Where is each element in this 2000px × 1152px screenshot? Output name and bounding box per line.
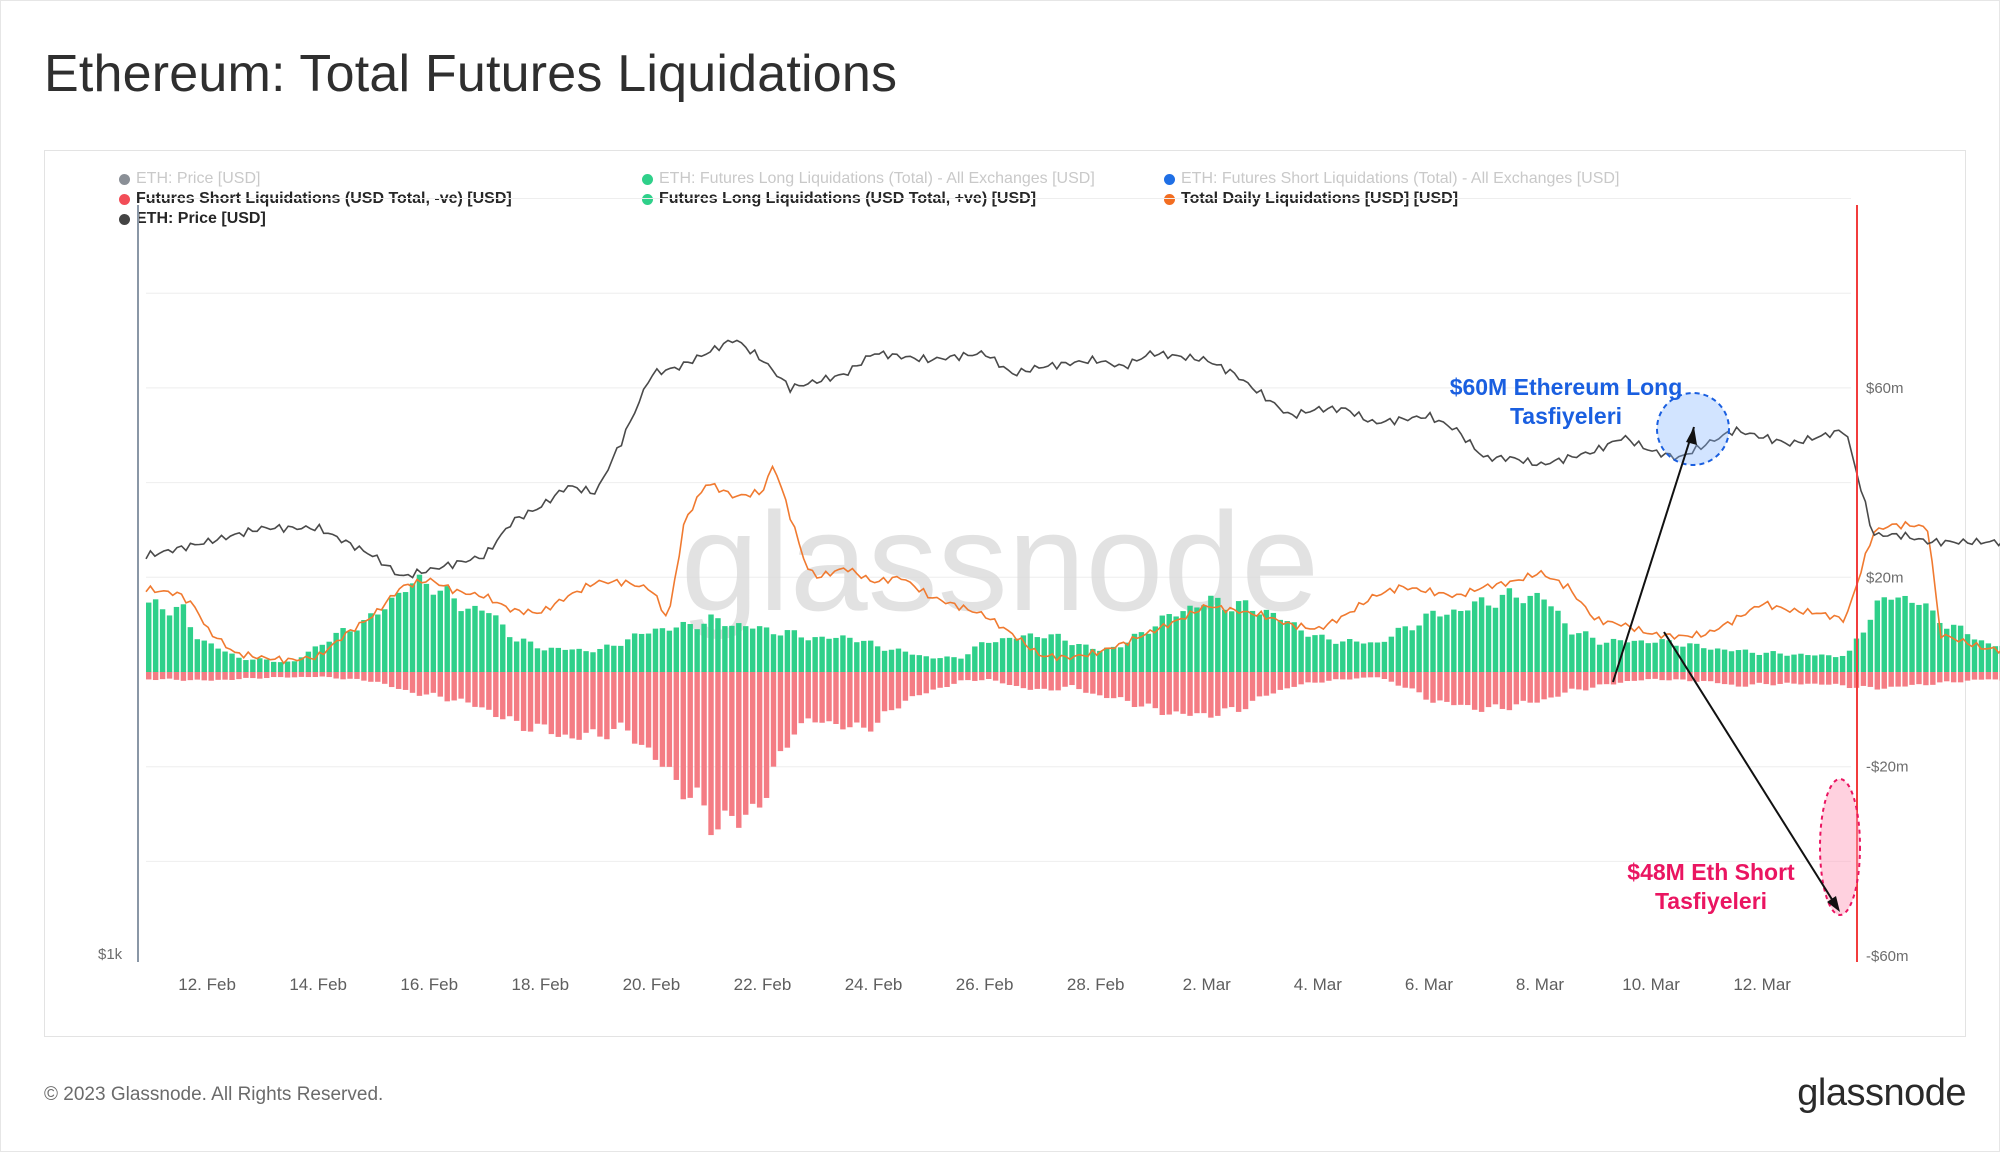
legend-label: ETH: Price [USD]: [136, 210, 266, 227]
legend-label: Total Daily Liquidations [USD] [USD]: [1181, 190, 1459, 207]
legend-label: Futures Long Liquidations (USD Total, +v…: [659, 190, 1037, 207]
legend-dot: [1164, 173, 1175, 185]
legend-dot: [119, 173, 130, 185]
legend-label: ETH: Price [USD]: [136, 170, 261, 187]
legend-item-long-liquidations[interactable]: Futures Long Liquidations (USD Total, +v…: [642, 189, 1036, 209]
legend-dot: [119, 193, 130, 205]
legend-label: ETH: Futures Short Liquidations (Total) …: [1181, 170, 1620, 187]
legend-label: ETH: Futures Long Liquidations (Total) -…: [659, 170, 1095, 187]
footer-copyright: © 2023 Glassnode. All Rights Reserved.: [44, 1084, 384, 1105]
legend-item-eth-price-hidden[interactable]: ETH: Price [USD]: [119, 169, 260, 189]
glassnode-logo: glassnode: [1797, 1072, 1966, 1114]
legend-dot: [119, 213, 130, 225]
legend-dot: [642, 173, 653, 185]
legend-dot: [1164, 193, 1175, 205]
page-title: Ethereum: Total Futures Liquidations: [44, 45, 898, 103]
legend-item-total-daily-liquidations[interactable]: Total Daily Liquidations [USD] [USD]: [1164, 189, 1458, 209]
legend-dot: [642, 193, 653, 205]
legend-item-long-liquidations-hidden[interactable]: ETH: Futures Long Liquidations (Total) -…: [642, 169, 1095, 189]
legend-item-short-liquidations-hidden[interactable]: ETH: Futures Short Liquidations (Total) …: [1164, 169, 1619, 189]
legend-item-short-liquidations[interactable]: Futures Short Liquidations (USD Total, -…: [119, 189, 512, 209]
legend-label: Futures Short Liquidations (USD Total, -…: [136, 190, 512, 207]
legend-item-eth-price[interactable]: ETH: Price [USD]: [119, 209, 266, 229]
chart-container: ETH: Price [USD] ETH: Futures Long Liqui…: [44, 150, 1966, 1037]
